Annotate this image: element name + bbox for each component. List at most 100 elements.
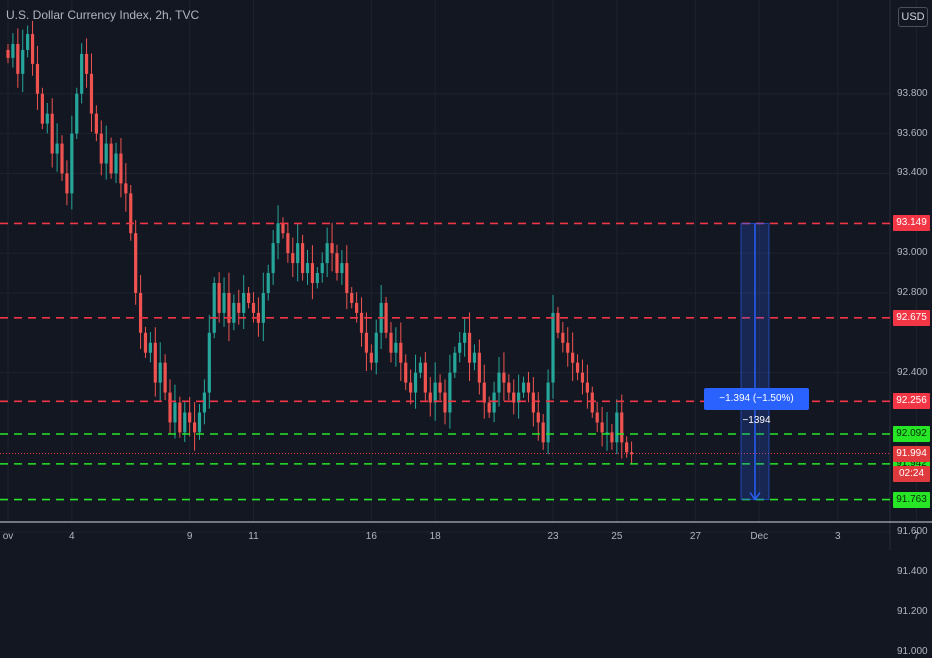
- candle-body: [227, 292, 231, 323]
- y-tick-label: 91.400: [897, 565, 928, 577]
- candle-body: [168, 392, 172, 423]
- candle-body: [188, 412, 192, 423]
- candle-body: [438, 382, 442, 393]
- candle-body: [448, 372, 452, 413]
- candle-body: [50, 113, 54, 154]
- candle-body: [129, 193, 133, 234]
- candle-body: [242, 292, 246, 313]
- candle-body: [296, 243, 300, 264]
- candle-body: [384, 302, 388, 333]
- candle-body: [21, 49, 25, 74]
- candle-body: [350, 292, 354, 303]
- candle-body: [585, 382, 589, 393]
- candle-body: [399, 342, 403, 363]
- price-level-tag: 93.149: [893, 215, 930, 232]
- candle-body: [148, 342, 152, 353]
- candle-body: [600, 422, 604, 433]
- candle-body: [566, 342, 570, 353]
- candle-body: [369, 352, 373, 363]
- candle-body: [286, 233, 290, 254]
- candle-body: [305, 263, 310, 274]
- candle-body: [237, 302, 241, 313]
- candle-body: [575, 362, 580, 373]
- candle-body: [202, 392, 206, 413]
- candle-body: [561, 332, 565, 343]
- candle-body: [359, 312, 364, 333]
- candle-body: [487, 402, 491, 413]
- candle-body: [463, 332, 467, 343]
- candle-body: [571, 352, 575, 363]
- y-tick-label: 93.400: [897, 167, 928, 179]
- candle-body: [232, 302, 236, 323]
- candle-body: [394, 342, 398, 353]
- candle-body: [143, 332, 148, 353]
- candle-body: [335, 253, 339, 274]
- candle-body: [512, 392, 516, 403]
- y-tick-label: 91.000: [897, 645, 928, 657]
- candle-body: [615, 412, 619, 443]
- candle-body: [16, 43, 20, 74]
- candle-body: [433, 382, 437, 403]
- candle-body: [30, 34, 35, 64]
- candle-body: [536, 412, 540, 423]
- candle-body: [40, 93, 44, 124]
- x-tick-label: 18: [429, 531, 441, 542]
- candle-body: [625, 442, 629, 453]
- x-tick-label: 27: [689, 531, 701, 542]
- candle-body: [320, 263, 324, 274]
- candle-body: [6, 49, 10, 58]
- x-tick-label: Dec: [750, 531, 769, 542]
- x-tick-label: 3: [835, 531, 841, 542]
- candle-body: [276, 223, 280, 244]
- candle-body: [580, 372, 585, 383]
- chart-title[interactable]: U.S. Dollar Currency Index, 2h, TVC: [6, 8, 200, 22]
- price-chart[interactable]: [0, 0, 932, 550]
- candle-body: [251, 302, 256, 313]
- measure-arrow-head: [749, 492, 761, 501]
- candle-body: [477, 352, 481, 383]
- candle-body: [620, 412, 624, 443]
- candle-body: [418, 362, 423, 373]
- price-level-tag: 92.675: [893, 309, 930, 326]
- candle-body: [192, 422, 197, 433]
- candle-body: [212, 283, 216, 333]
- candle-body: [11, 43, 15, 58]
- x-tick-label: 23: [547, 531, 559, 542]
- candle-body: [546, 382, 550, 443]
- candle-body: [55, 143, 59, 154]
- y-tick-label: 93.800: [897, 87, 928, 99]
- candle-body: [163, 362, 167, 393]
- candle-body: [330, 243, 334, 254]
- candle-body: [541, 422, 545, 443]
- candle-body: [502, 372, 506, 383]
- candle-body: [404, 362, 408, 383]
- candle-body: [423, 362, 427, 393]
- candle-body: [531, 392, 535, 413]
- candle-body: [590, 392, 594, 413]
- candle-body: [443, 392, 447, 413]
- measure-label: −1.394 (−1.50%) −1394: [704, 388, 809, 426]
- candle-body: [65, 173, 69, 194]
- candle-body: [281, 223, 285, 234]
- candle-body: [109, 143, 113, 174]
- x-tick-label: 16: [365, 531, 377, 542]
- candle-body: [217, 283, 221, 313]
- x-tick-label: ov: [2, 531, 14, 542]
- candle-body: [271, 243, 275, 274]
- candle-body: [551, 312, 555, 383]
- candle-body: [266, 273, 270, 293]
- candle-body: [114, 153, 118, 174]
- x-tick-label: 9: [186, 531, 193, 542]
- x-tick-label: 11: [248, 531, 259, 542]
- candle-body: [60, 143, 64, 174]
- candle-body: [521, 382, 526, 393]
- price-level-tag: 92.256: [893, 393, 930, 410]
- candle-body: [364, 332, 369, 353]
- candle-body: [84, 53, 89, 74]
- currency-button[interactable]: USD: [898, 7, 928, 27]
- candle-body: [517, 392, 521, 403]
- candle-body: [197, 412, 202, 433]
- candle-body: [467, 332, 472, 363]
- candle-body: [70, 133, 74, 194]
